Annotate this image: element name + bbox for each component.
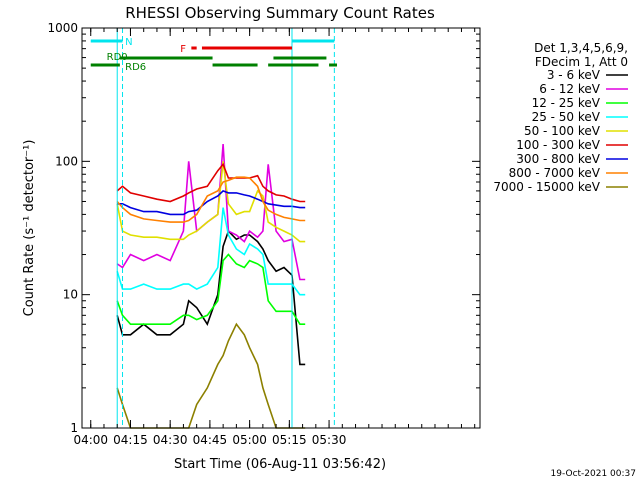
x-tick-label: 04:00: [73, 433, 108, 447]
series-line-300-800-kev: [117, 189, 306, 216]
y-axis-label: Count Rate (s⁻¹ detector⁻¹): [22, 140, 37, 317]
state-bar-label-f: F: [180, 44, 186, 55]
legend-label-25-50-kev: 25 - 50 keV: [532, 110, 601, 124]
series-line-800-7000-kev: [116, 176, 306, 223]
series-line-25-50-kev: [116, 207, 306, 296]
legend-header-line2: FDecim 1, Att 0: [535, 55, 628, 69]
series-line-7000-15000-kev: [116, 322, 306, 429]
legend-label-50-100-kev: 50 - 100 keV: [524, 124, 601, 138]
x-tick-label: 04:30: [153, 433, 188, 447]
legend-label-6-12-kev: 6 - 12 keV: [539, 82, 601, 96]
legend-label-300-800-kev: 300 - 800 keV: [516, 152, 600, 166]
x-tick-label: 05:15: [272, 433, 307, 447]
legend-label-3-6-kev: 3 - 6 keV: [547, 68, 601, 82]
x-tick-label: 04:15: [113, 433, 148, 447]
state-bar-label-n: N: [125, 37, 132, 48]
legend-header-line1: Det 1,3,4,5,6,9,: [534, 41, 628, 55]
marker-lines-group: [116, 28, 335, 428]
state-bar-label-rd6: RD6: [125, 62, 146, 73]
state-bar-label-rd0: RD0: [107, 52, 128, 63]
y-tick-label: 100: [55, 154, 78, 168]
series-line-3-6-kev: [116, 229, 306, 366]
x-tick-label: 04:45: [193, 433, 228, 447]
series-line-100-300-kev: [116, 162, 306, 203]
generation-timestamp: 19-Oct-2021 00:37: [551, 469, 636, 479]
y-tick-label: 10: [63, 288, 78, 302]
legend-label-7000-15000-kev: 7000 - 15000 keV: [493, 180, 600, 194]
x-axis-label: Start Time (06-Aug-11 03:56:42): [174, 457, 386, 472]
y-tick-label: 1000: [47, 21, 78, 35]
plot-frame: [81, 27, 481, 429]
series-group: [116, 143, 306, 429]
legend-label-100-300-kev: 100 - 300 keV: [516, 138, 600, 152]
x-tick-label: 05:30: [312, 433, 347, 447]
axes-group: 04:00 04:15 04:30 04:45 05:00 05:15 05:30 1 10 10…: [47, 21, 480, 447]
x-tick-label: 05:00: [232, 433, 267, 447]
chart-title: RHESSI Observing Summary Count Rates: [125, 4, 435, 22]
series-line-12-25-kev: [116, 253, 306, 326]
series-line-50-100-kev: [116, 161, 306, 243]
y-tick-label: 1: [70, 421, 78, 435]
legend-label-800-7000-kev: 800 - 7000 keV: [509, 166, 601, 180]
legend-label-12-25-kev: 12 - 25 keV: [532, 96, 601, 110]
